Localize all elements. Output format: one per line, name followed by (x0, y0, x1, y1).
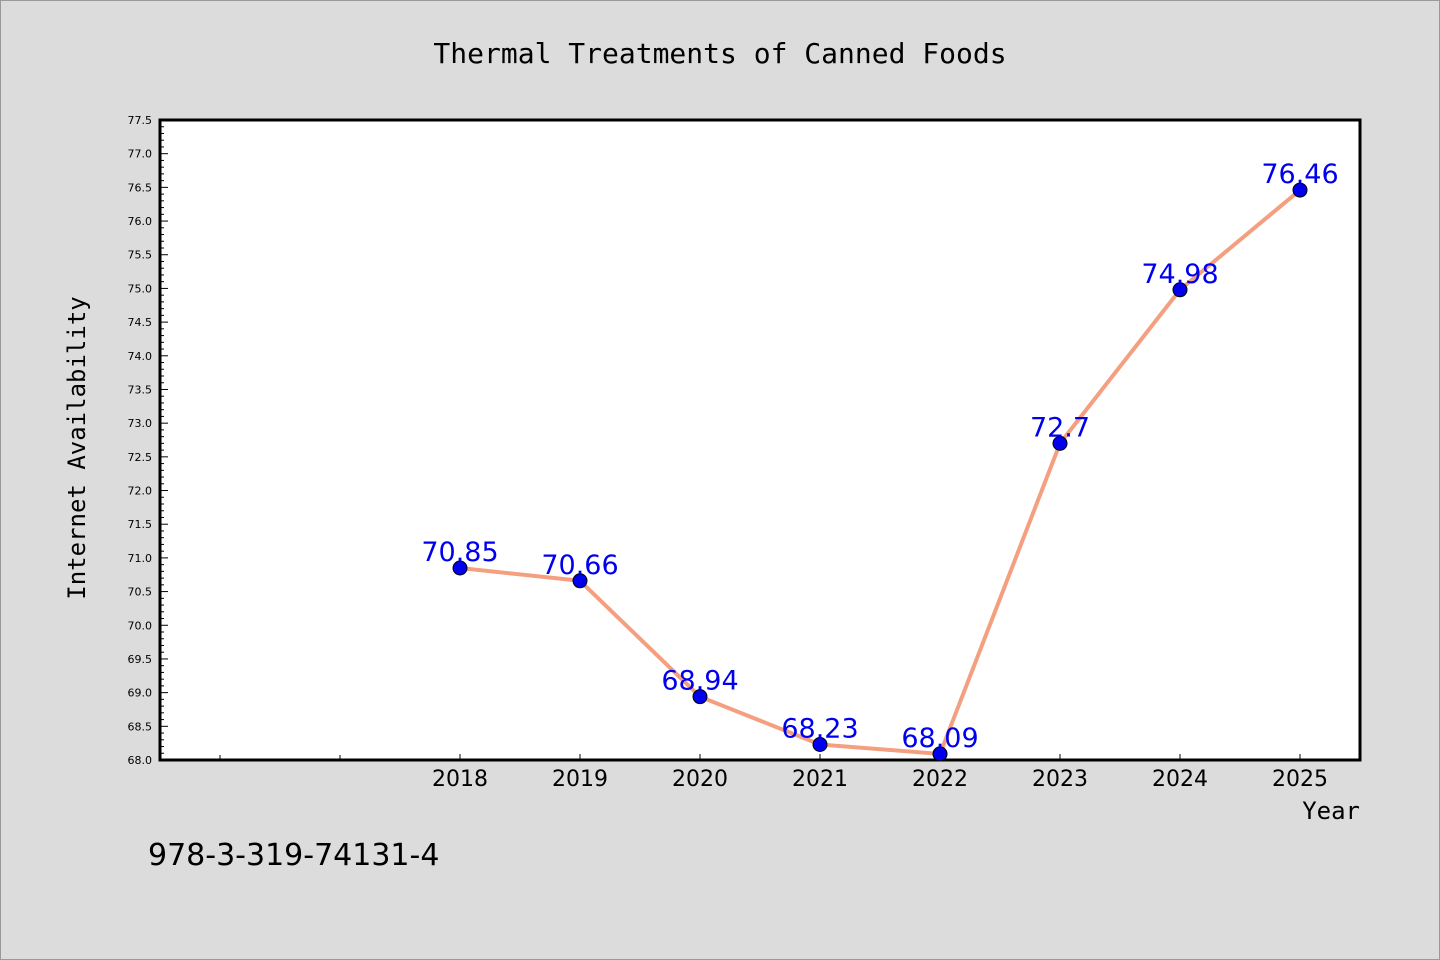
x-tick-label: 2018 (432, 767, 488, 792)
data-label: 70.85 (421, 537, 498, 568)
data-point (692, 689, 708, 705)
y-tick-label: 68.5 (128, 720, 153, 733)
y-tick-label: 73.0 (128, 417, 153, 430)
y-tick-label: 76.5 (128, 181, 153, 194)
y-axis: 68.0 68.5 69.0 69.5 70.0 70.5 71.0 71.5 72.0 72.5… (128, 114, 168, 767)
y-tick-label: 71.5 (128, 518, 153, 531)
data-label: 72.7 (1030, 412, 1090, 443)
y-tick-label: 70.5 (128, 586, 153, 599)
x-tick-label: 2021 (792, 767, 848, 792)
data-point (572, 573, 588, 589)
y-tick-label: 75.0 (128, 282, 153, 295)
y-tick-label: 72.5 (128, 451, 153, 464)
y-tick-label: 74.0 (128, 350, 153, 363)
y-tick-label: 70.0 (128, 619, 153, 632)
data-point (932, 746, 948, 762)
x-tick-label: 2025 (1272, 767, 1328, 792)
data-label: 68.94 (661, 666, 738, 697)
data-label: 70.66 (541, 550, 618, 581)
data-label: 68.09 (901, 723, 978, 754)
data-label: 76.46 (1261, 159, 1338, 190)
y-tick-label: 69.0 (128, 687, 153, 700)
y-tick-label: 72.0 (128, 485, 153, 498)
x-tick-label: 2022 (912, 767, 968, 792)
y-tick-label: 77.0 (128, 148, 153, 161)
y-tick-label: 76.0 (128, 215, 153, 228)
x-axis-label: Year (1302, 797, 1360, 825)
y-tick-label: 75.5 (128, 249, 153, 262)
x-tick-label: 2023 (1032, 767, 1088, 792)
series-line (459, 188, 1302, 756)
chart-title: Thermal Treatments of Canned Foods (433, 37, 1006, 70)
x-tick-label: 2020 (672, 767, 728, 792)
y-tick-label: 71.0 (128, 552, 153, 565)
plot-area (158, 118, 1362, 762)
series-group: 70.85 70.66 68.94 68.23 68.09 72.7 74.98 76.46 (421, 159, 1339, 762)
y-axis-label: Internet Availability (63, 296, 91, 599)
data-point (1172, 282, 1188, 298)
data-label: 74.98 (1141, 259, 1218, 290)
isbn-label: 978-3-319-74131-4 (148, 838, 439, 873)
y-tick-label: 77.5 (128, 114, 153, 127)
data-point (452, 560, 468, 576)
x-tick-label: 2019 (552, 767, 608, 792)
data-point (1052, 435, 1068, 451)
y-tick-label: 69.5 (128, 653, 153, 666)
x-tick-label: 2024 (1152, 767, 1208, 792)
y-tick-label: 68.0 (128, 754, 153, 767)
data-label: 68.23 (781, 714, 858, 745)
y-tick-label: 74.5 (128, 316, 153, 329)
data-point (1292, 182, 1308, 198)
y-tick-label: 73.5 (128, 383, 153, 396)
data-point (812, 737, 828, 753)
x-axis: 2018 2019 2020 2021 2022 2023 2024 2025 (219, 754, 1328, 792)
